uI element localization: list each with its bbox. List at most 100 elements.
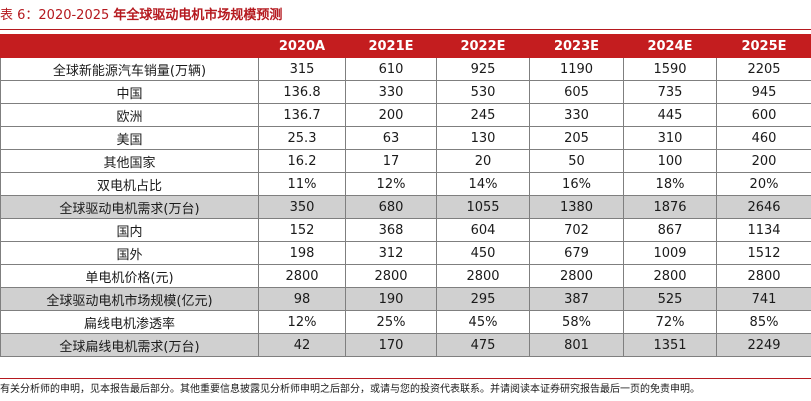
- header-cell-year: 2023E: [529, 34, 624, 58]
- table-cell: 1590: [623, 57, 717, 81]
- table-cell: 680: [345, 195, 437, 219]
- table-cell: 58%: [529, 310, 624, 334]
- table-body: 全球新能源汽车销量(万辆) 315 610 925 1190 1590 2205 中国 136.…: [0, 57, 811, 357]
- table-cell: 475: [436, 333, 530, 357]
- table-cell: 1009: [623, 241, 717, 265]
- table-row: 国外 198 312 450 679 1009 1512: [0, 241, 811, 265]
- table-cell: 17: [345, 149, 437, 173]
- caption-years: 2020-2025: [38, 8, 110, 23]
- table-row: 全球新能源汽车销量(万辆) 315 610 925 1190 1590 2205: [0, 57, 811, 81]
- table-cell: 315: [258, 57, 346, 81]
- table-cell: 20: [436, 149, 530, 173]
- table-row: 全球驱动电机需求(万台) 350 680 1055 1380 1876 2646: [0, 195, 811, 219]
- caption-divider: [0, 29, 811, 30]
- row-label: 国内: [0, 218, 259, 242]
- table-cell: 16.2: [258, 149, 346, 173]
- row-label: 扁线电机渗透率: [0, 310, 259, 334]
- table-cell: 25%: [345, 310, 437, 334]
- table-cell: 330: [529, 103, 624, 127]
- table-row: 其他国家 16.2 17 20 50 100 200: [0, 149, 811, 173]
- table-cell: 1380: [529, 195, 624, 219]
- row-label: 美国: [0, 126, 259, 150]
- caption-title: 年全球驱动电机市场规模预测: [113, 8, 283, 23]
- footer-divider: [0, 378, 811, 379]
- table-row: 单电机价格(元) 2800 2800 2800 2800 2800 2800: [0, 264, 811, 288]
- header-cell-label: [0, 34, 259, 58]
- row-label: 单电机价格(元): [0, 264, 259, 288]
- header-cell-year: 2025E: [716, 34, 811, 58]
- table-cell: 1055: [436, 195, 530, 219]
- table-row: 中国 136.8 330 530 605 735 945: [0, 80, 811, 104]
- table-cell: 735: [623, 80, 717, 104]
- row-label: 全球新能源汽车销量(万辆): [0, 57, 259, 81]
- table-cell: 170: [345, 333, 437, 357]
- table-cell: 18%: [623, 172, 717, 196]
- table-cell: 2205: [716, 57, 811, 81]
- table-cell: 312: [345, 241, 437, 265]
- row-label: 其他国家: [0, 149, 259, 173]
- table-caption: 表 6：2020-2025 年全球驱动电机市场规模预测: [0, 6, 282, 26]
- table-cell: 2249: [716, 333, 811, 357]
- table-cell: 2800: [345, 264, 437, 288]
- table-cell: 72%: [623, 310, 717, 334]
- table-cell: 136.8: [258, 80, 346, 104]
- table-cell: 1134: [716, 218, 811, 242]
- table-cell: 42: [258, 333, 346, 357]
- header-cell-year: 2021E: [345, 34, 437, 58]
- table-cell: 16%: [529, 172, 624, 196]
- table-cell: 330: [345, 80, 437, 104]
- table-cell: 460: [716, 126, 811, 150]
- table-cell: 387: [529, 287, 624, 311]
- table-cell: 245: [436, 103, 530, 127]
- table-cell: 130: [436, 126, 530, 150]
- table-cell: 2646: [716, 195, 811, 219]
- table-cell: 12%: [258, 310, 346, 334]
- table-row: 双电机占比 11% 12% 14% 16% 18% 20%: [0, 172, 811, 196]
- table-cell: 1876: [623, 195, 717, 219]
- table-cell: 679: [529, 241, 624, 265]
- table-cell: 20%: [716, 172, 811, 196]
- row-label: 国外: [0, 241, 259, 265]
- table-cell: 11%: [258, 172, 346, 196]
- table-cell: 1512: [716, 241, 811, 265]
- row-label: 全球驱动电机需求(万台): [0, 195, 259, 219]
- row-label: 双电机占比: [0, 172, 259, 196]
- table-cell: 2800: [436, 264, 530, 288]
- table-row: 全球扁线电机需求(万台) 42 170 475 801 1351 2249: [0, 333, 811, 357]
- header-cell-year: 2020A: [258, 34, 346, 58]
- table-cell: 445: [623, 103, 717, 127]
- table-cell: 63: [345, 126, 437, 150]
- table-cell: 2800: [258, 264, 346, 288]
- table-cell: 14%: [436, 172, 530, 196]
- table-cell: 2800: [529, 264, 624, 288]
- table-row: 全球驱动电机市场规模(亿元) 98 190 295 387 525 741: [0, 287, 811, 311]
- table-cell: 2800: [716, 264, 811, 288]
- table-cell: 85%: [716, 310, 811, 334]
- table-cell: 136.7: [258, 103, 346, 127]
- table-row: 美国 25.3 63 130 205 310 460: [0, 126, 811, 150]
- table-cell: 530: [436, 80, 530, 104]
- table-cell: 295: [436, 287, 530, 311]
- table-cell: 867: [623, 218, 717, 242]
- table-row: 扁线电机渗透率 12% 25% 45% 58% 72% 85%: [0, 310, 811, 334]
- table-cell: 50: [529, 149, 624, 173]
- header-cell-year: 2022E: [436, 34, 530, 58]
- caption-prefix: 表 6：: [0, 8, 39, 23]
- table-cell: 605: [529, 80, 624, 104]
- table-cell: 702: [529, 218, 624, 242]
- table-cell: 525: [623, 287, 717, 311]
- table-cell: 945: [716, 80, 811, 104]
- row-label: 全球扁线电机需求(万台): [0, 333, 259, 357]
- table-cell: 200: [716, 149, 811, 173]
- table-cell: 2800: [623, 264, 717, 288]
- table-cell: 610: [345, 57, 437, 81]
- table-row: 欧洲 136.7 200 245 330 445 600: [0, 103, 811, 127]
- table-row: 国内 152 368 604 702 867 1134: [0, 218, 811, 242]
- table-cell: 450: [436, 241, 530, 265]
- table-cell: 12%: [345, 172, 437, 196]
- table-cell: 350: [258, 195, 346, 219]
- row-label: 欧洲: [0, 103, 259, 127]
- table-cell: 801: [529, 333, 624, 357]
- header-cell-year: 2024E: [623, 34, 717, 58]
- table-cell: 25.3: [258, 126, 346, 150]
